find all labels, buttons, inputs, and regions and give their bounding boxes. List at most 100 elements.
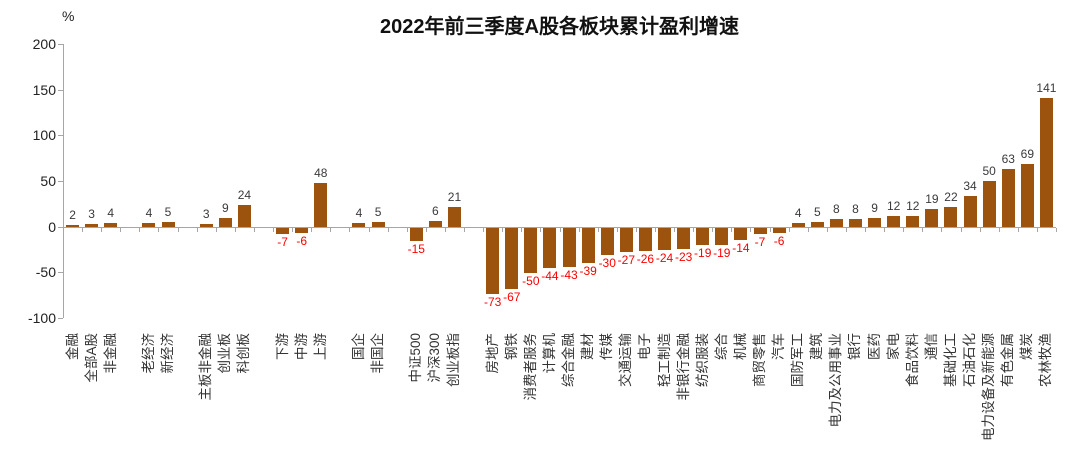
x-axis-category-label-text: 主板非金融: [198, 333, 214, 401]
x-axis-tick: [597, 227, 599, 232]
y-axis-tick: [58, 226, 63, 228]
x-axis-tick: [1017, 227, 1019, 232]
bar: [543, 227, 557, 268]
y-tick-label: 150: [32, 81, 56, 98]
x-axis-tick: [998, 227, 1000, 232]
x-axis-tick: [979, 227, 981, 232]
x-axis-category-label-text: 国企: [350, 333, 366, 360]
x-axis-tick: [387, 227, 389, 232]
bar: [619, 227, 633, 253]
x-axis-category-label-text: 老经济: [140, 333, 156, 374]
bar-value-label: 19: [925, 192, 939, 207]
x-axis-tick: [540, 227, 542, 232]
bar: [161, 222, 175, 227]
bar-value-label: -24: [655, 250, 674, 265]
x-axis-category-label-text: 中证500: [408, 333, 424, 383]
bar: [715, 227, 729, 245]
x-axis-tick: [349, 227, 351, 232]
bar: [944, 206, 958, 227]
y-tick-label: 200: [32, 36, 56, 52]
bar: [925, 209, 939, 227]
x-axis-tick: [292, 227, 294, 232]
bar-value-label: -50: [522, 274, 540, 289]
bar: [734, 227, 748, 241]
y-tick-label: -100: [27, 310, 56, 326]
bar: [848, 219, 862, 227]
x-axis-tick: [215, 227, 217, 232]
x-axis-category-label-text: 电力设备及新能源: [981, 333, 997, 441]
bar-value-label: 50: [982, 164, 996, 178]
y-axis-tick: [58, 272, 63, 274]
y-axis-unit-label: %: [62, 8, 75, 24]
x-axis-category-label-text: 食品饮料: [904, 333, 920, 387]
bar: [791, 223, 805, 227]
x-axis-category-label-text: 医药: [866, 333, 882, 360]
bar-value-label: 9: [221, 201, 229, 216]
x-axis-tick: [960, 227, 962, 232]
x-axis-tick: [1036, 227, 1038, 232]
x-axis-category-label-text: 科创板: [236, 333, 252, 374]
x-axis-category-label-text: 中游: [293, 333, 309, 360]
bar: [772, 227, 786, 234]
x-axis-category-label-text: 综合金融: [561, 333, 577, 387]
bar-value-label: -30: [598, 256, 616, 271]
x-axis-category-label-text: 非银行金融: [675, 333, 691, 401]
bar: [352, 223, 366, 227]
bar: [104, 223, 118, 227]
x-axis-tick: [922, 227, 924, 232]
y-axis-line: [63, 44, 64, 318]
x-axis-category-label-text: 新经济: [160, 333, 176, 374]
x-axis-category-label-text: 钢铁: [503, 333, 519, 360]
x-axis-tick: [750, 227, 752, 232]
x-axis-tick: [903, 227, 905, 232]
x-axis-category-label-text: 上游: [312, 333, 328, 360]
bar: [237, 204, 251, 227]
x-axis-category-label-text: 有色金属: [1000, 333, 1016, 387]
x-axis-tick: [63, 227, 64, 232]
x-axis-tick: [234, 227, 236, 232]
bar: [562, 227, 576, 267]
x-axis-tick: [158, 227, 160, 232]
bar: [581, 227, 595, 264]
bar-value-label: -44: [541, 268, 559, 283]
bar-value-label: 3: [88, 206, 95, 221]
x-axis-tick: [273, 227, 275, 232]
bar-value-label: 8: [852, 202, 859, 217]
y-tick-label: -50: [35, 264, 56, 281]
bar-value-label: -26: [636, 252, 655, 267]
bar-value-label: -7: [754, 235, 766, 250]
bar: [505, 227, 519, 289]
bar-value-label: -67: [503, 289, 521, 304]
x-axis-category-label-text: 非国企: [370, 333, 386, 374]
bar: [696, 227, 710, 245]
x-axis-tick: [311, 227, 313, 232]
x-axis-category-label-text: 金融: [64, 333, 80, 360]
y-tick-label: 0: [48, 218, 56, 235]
x-axis-tick: [82, 227, 84, 232]
x-axis-tick: [368, 227, 370, 232]
bar-value-label: 48: [314, 165, 328, 180]
bar: [658, 227, 672, 250]
x-axis-tick: [1056, 227, 1057, 232]
bar: [486, 227, 500, 295]
bar-value-label: 12: [906, 198, 920, 213]
y-tick-label: 50: [40, 173, 56, 189]
bar-value-label: -27: [617, 253, 635, 268]
bar: [810, 222, 824, 227]
x-axis-tick: [483, 227, 485, 232]
x-axis-tick: [196, 227, 198, 232]
bar-value-label: -23: [674, 249, 693, 264]
x-axis-tick: [444, 227, 446, 232]
x-axis-tick: [253, 227, 255, 232]
bar: [66, 224, 80, 227]
bar-value-label: -19: [713, 246, 731, 261]
bar: [829, 219, 843, 227]
bar: [906, 215, 920, 227]
x-axis-category-label-text: 下游: [274, 333, 290, 360]
x-axis-category-label-text: 消费者服务: [522, 333, 538, 401]
bar: [276, 227, 290, 235]
bar-value-label: 12: [886, 198, 901, 213]
bar: [638, 227, 652, 252]
